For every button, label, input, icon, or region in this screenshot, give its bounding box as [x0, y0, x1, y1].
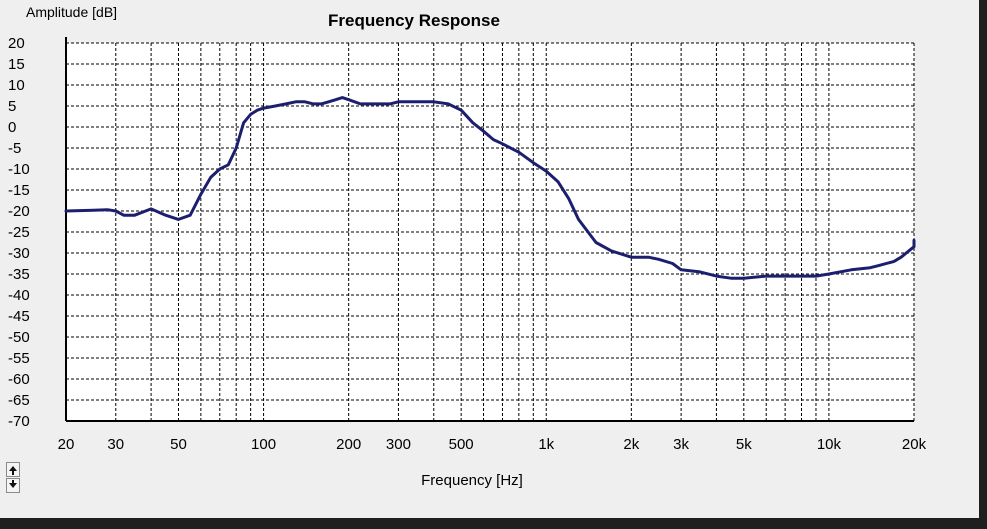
x-tick-label: 2k: [623, 436, 639, 453]
y-tick-label: 0: [8, 119, 16, 136]
series-line: [64, 96, 916, 280]
x-tick-label: 10k: [817, 436, 842, 453]
y-tick-label: -10: [8, 161, 30, 178]
frequency-response-chart: 20151050-5-10-15-20-25-30-35-40-45-50-55…: [8, 4, 927, 489]
x-tick-label: 500: [449, 436, 474, 453]
y-tick-label: -70: [8, 413, 30, 430]
arrow-up-icon: [9, 466, 17, 471]
y-tick-label: -30: [8, 245, 30, 262]
y-tick-label: -25: [8, 224, 30, 241]
window-border-bottom: [0, 518, 987, 529]
y-tick-label: 10: [8, 77, 25, 94]
x-tick-label: 20k: [902, 436, 927, 453]
y-tick-label: -65: [8, 392, 30, 409]
x-axis-label: Frequency [Hz]: [421, 472, 523, 489]
y-tick-label: 15: [8, 56, 25, 73]
y-tick-label: -5: [8, 140, 21, 157]
y-tick-label: 5: [8, 98, 16, 115]
y-tick-label: -35: [8, 266, 30, 283]
x-tick-label: 30: [107, 436, 124, 453]
y-tick-label: -60: [8, 371, 30, 388]
x-tick-label: 300: [386, 436, 411, 453]
x-tick-label: 20: [58, 436, 75, 453]
y-tick-label: -50: [8, 329, 30, 346]
y-axis-label: Amplitude [dB]: [26, 4, 117, 20]
y-tick-label: -20: [8, 203, 30, 220]
y-tick-label: -55: [8, 350, 30, 367]
x-tick-label: 50: [170, 436, 187, 453]
x-tick-label: 100: [251, 436, 276, 453]
window-border-right: [979, 0, 987, 529]
x-tick-label: 5k: [736, 436, 752, 453]
chart-title: Frequency Response: [328, 11, 500, 30]
x-tick-label: 200: [336, 436, 361, 453]
x-tick-label: 1k: [538, 436, 554, 453]
x-tick-label: 3k: [673, 436, 689, 453]
arrow-down-icon: [9, 483, 17, 488]
y-tick-label: 20: [8, 35, 25, 52]
y-tick-label: -15: [8, 182, 30, 199]
y-tick-label: -45: [8, 308, 30, 325]
y-tick-label: -40: [8, 287, 30, 304]
chart-panel: 20 15 10 5 0 -5 -10 -15 -20 -25 -30 -35 -40 -45 -50 -55…: [0, 0, 979, 518]
scroll-down-button[interactable]: [6, 478, 20, 493]
scroll-up-button[interactable]: [6, 462, 20, 477]
